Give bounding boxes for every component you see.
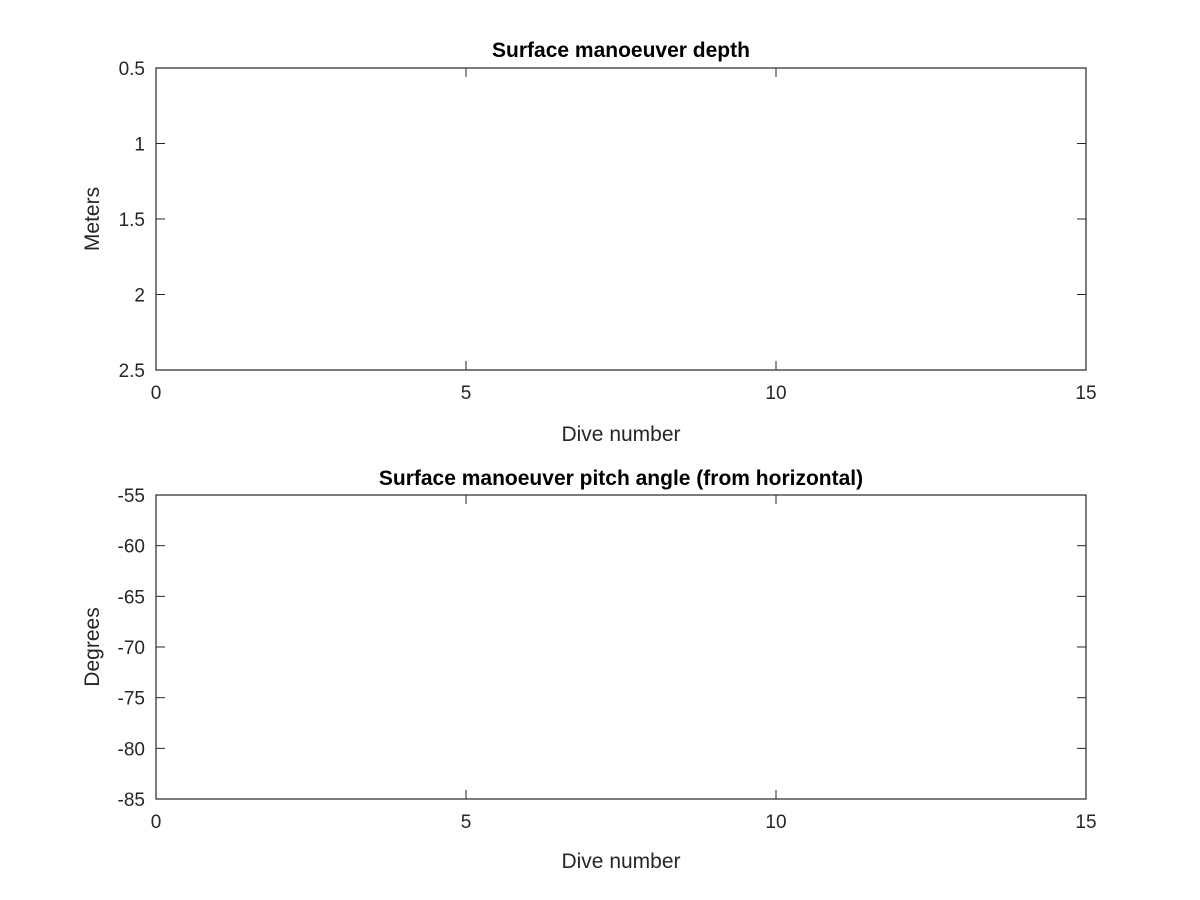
depth-plot-y-tick-label: 2.5 — [119, 361, 145, 382]
pitch-plot-y-tick-label: -60 — [118, 537, 145, 558]
depth-plot-x-tick-label: 0 — [151, 383, 162, 404]
pitch-plot-axes — [155, 494, 1087, 800]
pitch-plot-x-axis-label: Dive number — [561, 850, 680, 873]
depth-plot-x-tick-label: 5 — [461, 383, 472, 404]
pitch-plot: Surface manoeuver pitch angle (from hori… — [81, 467, 1097, 873]
depth-plot-axes — [155, 67, 1087, 371]
pitch-plot-y-tick-label: -55 — [118, 486, 145, 507]
pitch-plot-y-tick-label: -85 — [118, 790, 145, 811]
depth-plot-y-tick-label: 1.5 — [119, 210, 145, 231]
pitch-plot-title: Surface manoeuver pitch angle (from hori… — [379, 467, 863, 490]
pitch-plot-x-tick-label: 0 — [151, 812, 162, 833]
pitch-plot-x-tick-label: 10 — [765, 812, 786, 833]
pitch-plot-x-tick-label: 5 — [461, 812, 472, 833]
depth-plot-y-tick-label: 2 — [134, 286, 145, 307]
pitch-plot-y-tick-label: -65 — [118, 587, 145, 608]
depth-plot-x-tick-label: 15 — [1075, 383, 1096, 404]
depth-plot-y-tick-label: 1 — [134, 135, 145, 156]
depth-plot-y-axis-label: Meters — [81, 187, 104, 251]
depth-plot-x-tick-label: 10 — [765, 383, 786, 404]
depth-plot-title: Surface manoeuver depth — [492, 39, 750, 62]
pitch-plot-x-tick-label: 15 — [1075, 812, 1096, 833]
depth-plot-y-tick-label: 0.5 — [119, 59, 145, 80]
depth-plot: Surface manoeuver depth Dive number Mete… — [81, 39, 1097, 446]
pitch-plot-y-axis-label: Degrees — [81, 607, 104, 686]
pitch-plot-y-tick-label: -70 — [118, 638, 145, 659]
depth-plot-axes-box — [155, 67, 1087, 371]
pitch-plot-axes-box — [155, 494, 1087, 800]
pitch-plot-y-tick-label: -75 — [118, 689, 145, 710]
pitch-plot-y-tick-label: -80 — [118, 739, 145, 760]
depth-plot-x-axis-label: Dive number — [561, 423, 680, 446]
